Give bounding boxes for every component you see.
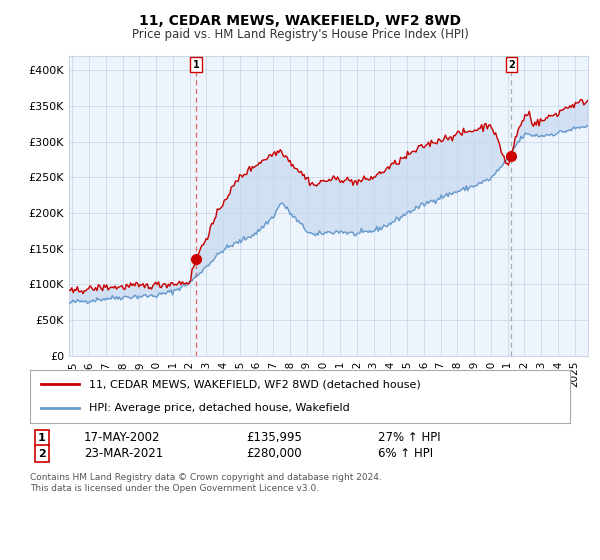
Text: 27% ↑ HPI: 27% ↑ HPI bbox=[378, 431, 440, 445]
Text: Price paid vs. HM Land Registry's House Price Index (HPI): Price paid vs. HM Land Registry's House … bbox=[131, 28, 469, 41]
Text: 17-MAY-2002: 17-MAY-2002 bbox=[84, 431, 161, 445]
Text: 1: 1 bbox=[193, 59, 199, 69]
Text: £280,000: £280,000 bbox=[246, 447, 302, 460]
Text: 6% ↑ HPI: 6% ↑ HPI bbox=[378, 447, 433, 460]
Text: 2: 2 bbox=[508, 59, 515, 69]
Text: 11, CEDAR MEWS, WAKEFIELD, WF2 8WD: 11, CEDAR MEWS, WAKEFIELD, WF2 8WD bbox=[139, 14, 461, 28]
Text: 1: 1 bbox=[38, 433, 46, 443]
Text: 2: 2 bbox=[38, 449, 46, 459]
Text: Contains HM Land Registry data © Crown copyright and database right 2024.
This d: Contains HM Land Registry data © Crown c… bbox=[30, 473, 382, 493]
Text: 23-MAR-2021: 23-MAR-2021 bbox=[84, 447, 163, 460]
Text: HPI: Average price, detached house, Wakefield: HPI: Average price, detached house, Wake… bbox=[89, 403, 350, 413]
Text: £135,995: £135,995 bbox=[246, 431, 302, 445]
Text: 11, CEDAR MEWS, WAKEFIELD, WF2 8WD (detached house): 11, CEDAR MEWS, WAKEFIELD, WF2 8WD (deta… bbox=[89, 380, 421, 390]
